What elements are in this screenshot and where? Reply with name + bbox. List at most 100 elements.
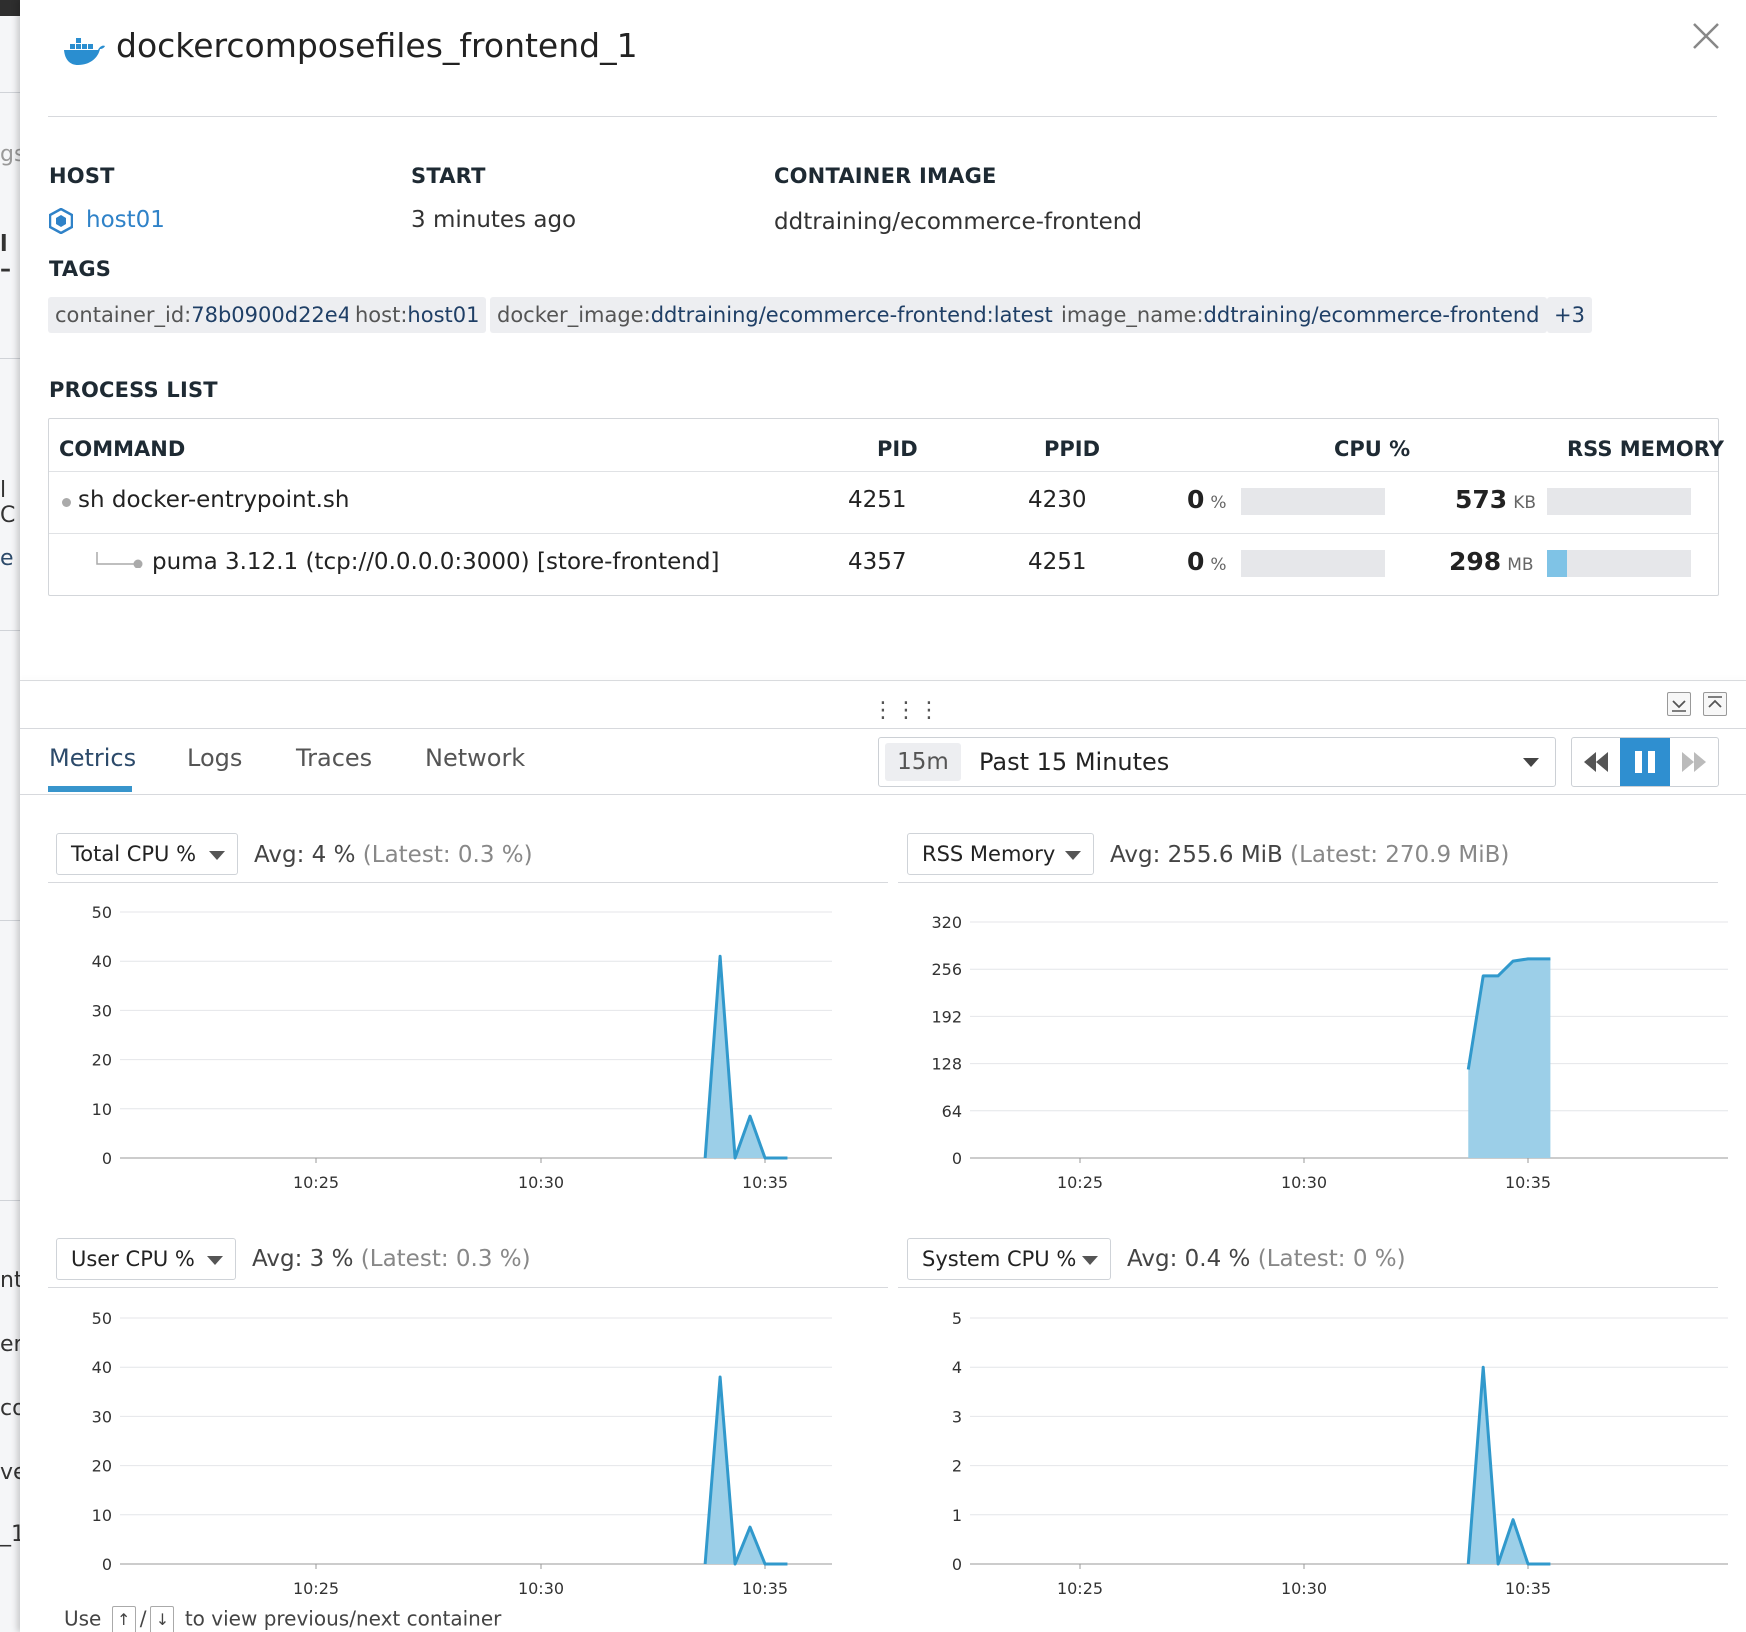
pause-button[interactable] [1620,738,1670,786]
system-cpu-chart[interactable]: 0 1 2 3 4 5 10:25 10:30 10:35 [910,1296,1730,1632]
column-header-command[interactable]: COMMAND [59,437,186,461]
user-cpu-chart[interactable]: 0 10 20 30 40 50 10:25 10:30 10:35 [60,1296,890,1632]
more-tags-chip[interactable]: +3 [1547,297,1592,333]
chart-header-divider [48,882,888,883]
y-tick-label: 0 [952,1555,962,1574]
tab-network[interactable]: Network [425,744,526,772]
y-tick-label: 40 [92,952,112,971]
chart-header-divider [48,1287,888,1288]
background-page: gs l – l C e nt en co ve _1 [0,0,20,1632]
chart-header-divider [898,882,1718,883]
docker-whale-icon [64,38,105,65]
hint-text: to view previous/next container [184,1606,502,1631]
x-tick-label: 10:25 [1057,1579,1103,1598]
column-header-pid[interactable]: PID [877,437,918,461]
bg-fragment: _1 [0,1522,20,1547]
tag-key: host: [355,303,408,327]
y-tick-label: 2 [952,1457,962,1476]
bg-divider [0,920,20,921]
memory-usage-bar [1547,550,1691,577]
process-list-label: PROCESS LIST [49,378,218,402]
y-tick-label: 30 [92,1407,112,1426]
host-link[interactable]: host01 [86,207,165,233]
tag-value: host01 [407,303,480,327]
y-tick-label: 10 [92,1100,112,1119]
column-header-ppid[interactable]: PPID [1044,437,1101,461]
header-divider [48,116,1717,117]
bg-fragment: nt [0,1268,20,1293]
column-header-cpu[interactable]: CPU % [1334,437,1411,461]
container-title: dockercomposefiles_frontend_1 [116,26,638,65]
metric-average: Avg: 0.4 % (Latest: 0 %) [1127,1246,1406,1272]
memory-usage-bar [1547,488,1691,515]
tab-metrics[interactable]: Metrics [49,744,137,772]
bg-fragment: l – [0,232,11,282]
cpu-usage-bar [1241,488,1385,515]
memory-unit: KB [1513,493,1536,513]
tag-chip[interactable]: image_name:ddtraining/ecommerce-frontend [1054,297,1547,333]
metric-selector-label: User CPU % [71,1247,195,1271]
tag-key: container_id: [55,303,192,327]
close-icon[interactable] [1688,18,1724,54]
tag-chip[interactable]: container_id:78b0900d22e4 [48,297,359,333]
x-tick-label: 10:30 [1281,1173,1327,1192]
background-topbar [0,0,20,16]
memory-unit: MB [1507,555,1534,575]
y-tick-label: 20 [92,1457,112,1476]
metric-selector[interactable]: Total CPU % [56,833,238,875]
collapse-down-icon[interactable] [1667,692,1691,716]
x-tick-label: 10:30 [518,1173,564,1192]
avg-value: Avg: 3 % [252,1246,354,1272]
y-tick-label: 0 [102,1555,112,1574]
rewind-icon [1584,752,1608,772]
x-tick-label: 10:25 [1057,1173,1103,1192]
chart-header-divider [898,1287,1718,1288]
y-tick-label: 10 [92,1506,112,1525]
tab-logs[interactable]: Logs [187,744,243,772]
rewind-button[interactable] [1572,738,1620,786]
tag-chip[interactable]: host:host01 [348,297,487,333]
start-label: START [411,164,486,188]
playback-controls [1571,737,1719,787]
y-tick-label: 3 [952,1407,962,1426]
total-cpu-chart[interactable]: 0 10 20 30 40 50 10:25 10:30 10:35 [60,890,890,1230]
metric-selector[interactable]: User CPU % [56,1238,236,1280]
metric-average: Avg: 3 % (Latest: 0.3 %) [252,1246,531,1272]
resize-grip-icon[interactable]: ⋮⋮⋮ [872,698,941,723]
bg-fragment: gs [0,142,20,167]
host-label: HOST [49,164,115,188]
hint-use-text: Use [64,1606,102,1631]
tab-traces[interactable]: Traces [296,744,373,772]
column-header-rss-memory[interactable]: RSS MEMORY [1567,437,1725,461]
metric-average: Avg: 255.6 MiB (Latest: 270.9 MiB) [1110,842,1509,868]
process-row[interactable]: sh docker-entrypoint.sh 4251 4230 0% 573… [49,471,1718,532]
fast-forward-icon [1682,752,1706,772]
series-area [705,1377,788,1564]
process-tree-dot [62,498,71,507]
start-value: 3 minutes ago [411,207,577,233]
panel-split-divider [20,680,1746,681]
tag-chip[interactable]: docker_image:ddtraining/ecommerce-fronte… [490,297,1060,333]
metric-selector[interactable]: System CPU % [907,1238,1111,1280]
bg-fragment: en [0,1332,20,1357]
cpu-unit: % [1210,555,1227,575]
expand-up-icon[interactable] [1703,692,1727,716]
metric-selector-label: System CPU % [922,1247,1077,1271]
y-tick-label: 1 [952,1506,962,1525]
process-pid: 4357 [848,549,907,575]
process-ppid: 4251 [1028,549,1087,575]
bg-divider [0,358,20,359]
y-tick-label: 64 [942,1102,962,1121]
y-tick-label: 0 [952,1149,962,1168]
latest-value: (Latest: 0.3 %) [360,1246,531,1272]
metric-selector[interactable]: RSS Memory [907,833,1094,875]
latest-value: (Latest: 0.3 %) [362,842,533,868]
rss-memory-chart[interactable]: 0 64 128 192 256 320 10:25 10:30 10:35 [910,890,1730,1230]
forward-button[interactable] [1670,738,1718,786]
cpu-value: 0 [1187,485,1205,514]
time-range-selector[interactable]: 15m Past 15 Minutes [878,737,1556,787]
y-tick-label: 0 [102,1149,112,1168]
bg-divider [0,92,20,93]
x-tick-label: 10:35 [742,1579,788,1598]
process-row[interactable]: puma 3.12.1 (tcp://0.0.0.0:3000) [store-… [49,533,1718,594]
